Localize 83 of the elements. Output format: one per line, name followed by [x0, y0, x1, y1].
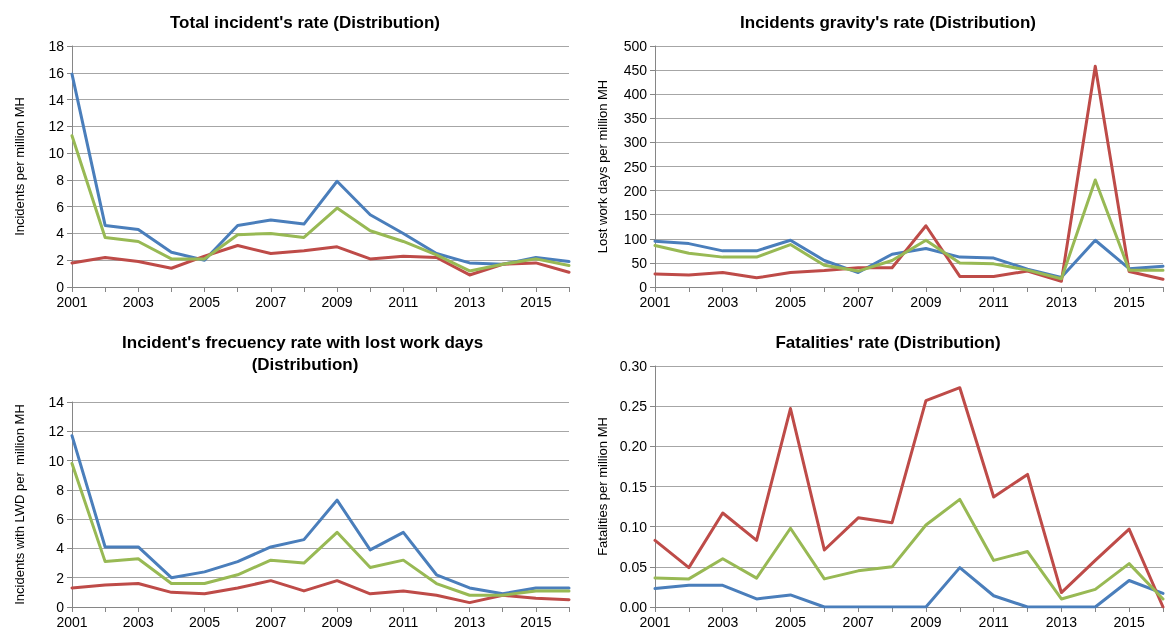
y-tick-label: 12 [48, 423, 65, 440]
y-tick-label: 16 [48, 64, 65, 81]
y-tick-label: 14 [48, 394, 65, 410]
x-tick-label: 2003 [707, 294, 739, 310]
x-tick-label: 2005 [774, 294, 807, 310]
x-tick-label: 2009 [321, 614, 353, 630]
y-tick-label: 350 [623, 110, 648, 127]
y-tick-label: 0 [56, 279, 65, 295]
y-tick-label: 4 [56, 540, 65, 557]
y-tick-label: 0.10 [619, 518, 648, 535]
x-tick-label: 2015 [520, 614, 552, 630]
y-tick-label: 0.25 [619, 398, 648, 415]
y-axis-title: Fatalities per million MH [594, 417, 610, 556]
y-tick-label: 100 [623, 230, 648, 247]
y-tick-label: 0.05 [619, 558, 648, 575]
y-tick-label: 500 [623, 38, 648, 54]
y-tick-label: 2 [56, 569, 65, 586]
y-tick-label: 0 [56, 599, 65, 615]
y-axis-title: Lost work days per million MH [595, 79, 610, 254]
y-tick-label: 0 [639, 279, 648, 295]
y-tick-label: 18 [48, 38, 65, 54]
x-tick-label: 2005 [188, 294, 221, 310]
x-tick-label: 2001 [56, 294, 88, 310]
y-tick-label: 14 [48, 91, 65, 108]
x-tick-label: 2009 [910, 614, 942, 630]
y-tick-label: 250 [623, 158, 648, 175]
x-tick-label: 2009 [321, 294, 353, 310]
y-tick-label: 50 [631, 254, 648, 271]
x-tick-label: 2015 [520, 294, 552, 310]
x-tick-label: 2005 [774, 614, 807, 630]
x-tick-label: 2001 [639, 614, 671, 630]
y-tick-label: 0.00 [619, 599, 648, 615]
y-tick-label: 2 [56, 252, 65, 269]
y-tick-label: 0.15 [619, 478, 648, 495]
y-tick-label: 150 [623, 206, 648, 223]
y-tick-label: 6 [56, 511, 65, 528]
x-tick-label: 2005 [188, 614, 221, 630]
chart-title: Incidents gravity's rate (Distribution) [740, 12, 1036, 32]
x-tick-label: 2007 [842, 614, 874, 630]
x-tick-label: 2003 [122, 294, 155, 310]
y-tick-label: 10 [48, 145, 65, 162]
y-tick-label: 6 [56, 198, 65, 215]
y-tick-label: 10 [48, 452, 65, 469]
y-axis-title: Incidents with LWD per million MH [12, 404, 27, 605]
x-tick-label: 2013 [1045, 614, 1078, 630]
x-tick-label: 2007 [842, 294, 874, 310]
line-series [70, 462, 571, 597]
x-tick-label: 2001 [56, 614, 88, 630]
x-tick-label: 2011 [978, 294, 1009, 310]
line-series [70, 434, 571, 596]
x-tick-label: 2011 [388, 294, 419, 310]
x-tick-label: 2011 [388, 614, 419, 630]
y-tick-label: 200 [623, 182, 648, 199]
line-series [653, 178, 1165, 281]
chart-title: Fatalities' rate (Distribution) [775, 332, 1001, 352]
y-tick-label: 300 [623, 134, 648, 151]
x-tick-label: 2011 [978, 614, 1009, 630]
y-tick-label: 4 [56, 225, 65, 242]
line-series [653, 497, 1165, 601]
line-series [70, 134, 571, 273]
x-tick-label: 2003 [707, 614, 739, 630]
y-tick-label: 0.20 [619, 438, 648, 455]
y-tick-label: 8 [56, 171, 65, 188]
y-tick-label: 400 [623, 86, 648, 103]
x-tick-label: 2007 [255, 614, 287, 630]
y-tick-label: 12 [48, 118, 65, 135]
x-tick-label: 2013 [454, 614, 486, 630]
line-series [70, 243, 571, 277]
y-axis-title: Incidents per million MH [12, 97, 27, 236]
y-tick-label: 8 [56, 481, 65, 498]
x-tick-label: 2013 [1045, 294, 1078, 310]
chart-title: Incident's frecuency rate with lost work days (Distribution) [122, 332, 488, 374]
x-tick-label: 2003 [122, 614, 155, 630]
y-tick-label: 450 [623, 62, 648, 79]
chart-title: Total incident's rate (Distribution) [169, 12, 441, 32]
x-tick-label: 2009 [910, 294, 942, 310]
x-tick-label: 2001 [639, 294, 671, 310]
x-tick-label: 2013 [454, 294, 486, 310]
x-tick-label: 2015 [1113, 294, 1145, 310]
line-series [653, 64, 1165, 283]
y-tick-label: 0.30 [619, 358, 648, 374]
x-tick-label: 2015 [1113, 614, 1145, 630]
x-tick-label: 2007 [255, 294, 287, 310]
